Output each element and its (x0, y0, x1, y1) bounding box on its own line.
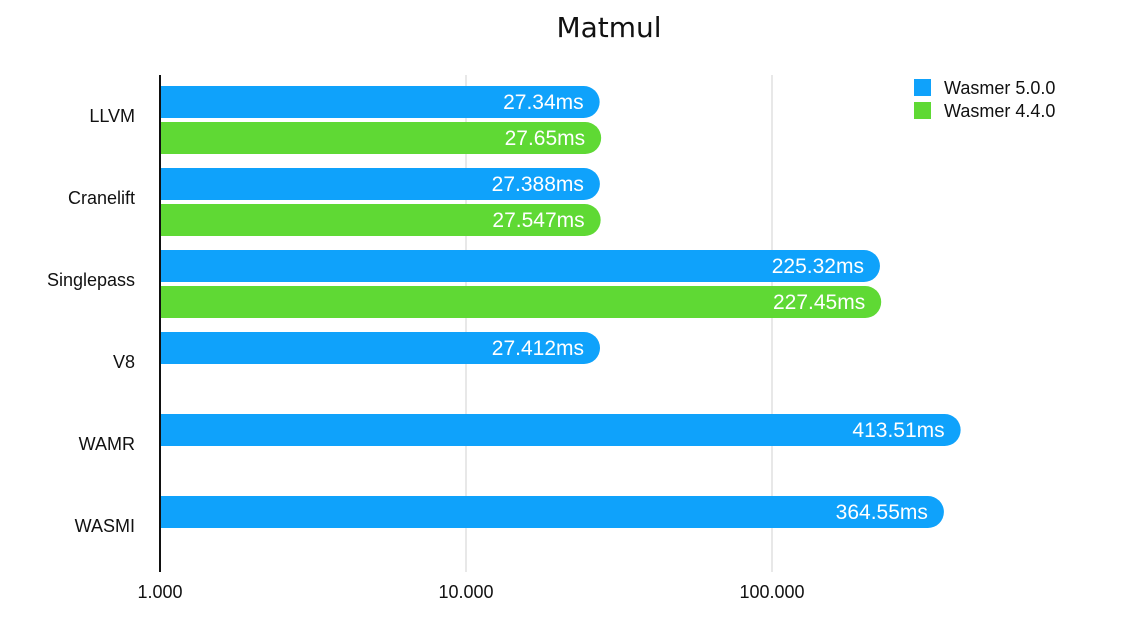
bar (160, 86, 600, 118)
legend-swatch (914, 102, 931, 119)
data-label: 27.388ms (492, 173, 584, 196)
bar (160, 122, 602, 154)
category-label: WASMI (75, 516, 135, 536)
data-label: 27.65ms (505, 127, 586, 150)
data-label: 227.45ms (773, 291, 865, 314)
chart-title: Matmul (556, 11, 661, 44)
data-label: 27.412ms (492, 337, 584, 360)
bar (160, 168, 600, 200)
bar (160, 204, 601, 236)
bar (160, 414, 961, 446)
bars: 27.34ms 27.65ms 27.388ms 27.547ms 225.32ms 22… (160, 86, 961, 528)
bar (160, 496, 944, 528)
x-tick-label: 10.000 (438, 582, 493, 602)
bar (160, 250, 880, 282)
data-label: 364.55ms (836, 501, 928, 524)
category-label: Cranelift (68, 188, 135, 208)
category-label: Singlepass (47, 270, 135, 290)
data-label: 27.547ms (492, 209, 584, 232)
x-tick-label: 1.000 (137, 582, 182, 602)
legend: Wasmer 5.0.0 Wasmer 4.4.0 (914, 78, 1055, 121)
x-tick-label: 100.000 (739, 582, 804, 602)
axes: 1.000 10.000 100.000 LLVM Cranelift Singlepas… (47, 75, 805, 602)
legend-label: Wasmer 5.0.0 (944, 78, 1055, 98)
category-label: WAMR (79, 434, 135, 454)
bar (160, 332, 601, 364)
data-label: 413.51ms (852, 419, 944, 442)
legend-label: Wasmer 4.4.0 (944, 101, 1055, 121)
data-label: 27.34ms (503, 91, 584, 114)
category-label: LLVM (89, 106, 135, 126)
category-label: V8 (113, 352, 135, 372)
gridlines (465, 75, 773, 572)
data-label: 225.32ms (772, 255, 864, 278)
bar (160, 286, 882, 318)
legend-swatch (914, 79, 931, 96)
